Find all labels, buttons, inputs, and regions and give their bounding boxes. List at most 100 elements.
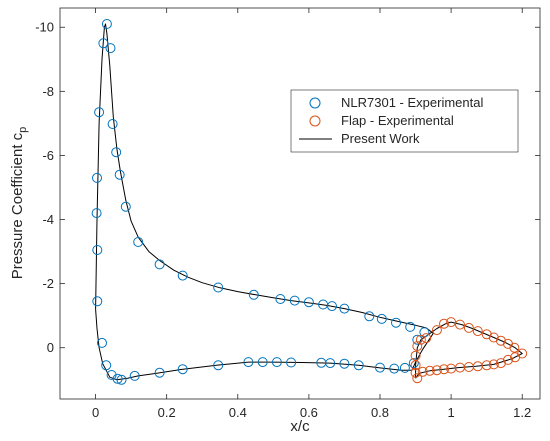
legend-marker-flap: [309, 115, 321, 127]
data-point-nlr7301-experimental: [91, 208, 102, 219]
data-point-nlr7301-experimental: [154, 259, 165, 270]
data-point-nlr7301-experimental: [101, 360, 112, 371]
data-point-nlr7301-experimental: [257, 357, 268, 368]
data-point-flap-experimental: [455, 319, 465, 330]
data-point-flap-experimental: [410, 360, 421, 371]
data-point-nlr7301-experimental: [129, 370, 140, 381]
x-tick-label: 0.4: [229, 405, 247, 420]
data-point-flap-experimental: [509, 342, 520, 353]
data-point-nlr7301-experimental: [105, 43, 116, 54]
data-point-flap-experimental: [412, 341, 423, 352]
data-point-flap-experimental: [488, 359, 499, 370]
data-point-nlr7301-experimental: [114, 169, 125, 180]
y-axis-label: Pressure Coefficient cp: [9, 127, 29, 280]
data-point-nlr7301-experimental: [391, 317, 401, 328]
data-point-nlr7301-experimental: [286, 357, 297, 368]
x-axis-label: x/c: [290, 418, 310, 435]
y-tick-label: -10: [35, 20, 54, 35]
data-point-flap-experimental: [439, 364, 449, 375]
data-point-flap-experimental: [495, 358, 506, 369]
data-point-nlr7301-experimental: [98, 38, 109, 49]
plot-area: [59, 7, 541, 400]
data-point-flap-experimental: [510, 352, 521, 363]
data-point-flap-experimental: [488, 332, 499, 343]
data-point-flap-experimental: [417, 366, 428, 377]
data-point-nlr7301-experimental: [325, 358, 336, 369]
data-point-nlr7301-experimental: [154, 367, 165, 378]
x-tick-label: 0.8: [371, 405, 389, 420]
data-point-nlr7301-experimental: [405, 321, 416, 332]
y-tick-label: -6: [42, 148, 54, 163]
data-point-nlr7301-experimental: [243, 357, 254, 368]
y-axis-label-subscript: p: [17, 127, 29, 133]
legend-label-present-work: Present Work: [341, 131, 420, 146]
data-point-nlr7301-experimental: [408, 358, 419, 369]
data-point-nlr7301-experimental: [92, 172, 102, 183]
data-point-flap-experimental: [481, 329, 492, 340]
data-point-flap-experimental: [431, 325, 442, 336]
data-point-nlr7301-experimental: [177, 270, 188, 281]
x-tick-label: 0.6: [300, 405, 318, 420]
data-point-nlr7301-experimental: [248, 289, 259, 300]
data-point-nlr7301-experimental: [213, 360, 224, 371]
data-point-flap-experimental: [431, 365, 442, 376]
data-point-nlr7301-experimental: [375, 362, 385, 373]
data-point-nlr7301-experimental: [112, 373, 123, 384]
data-point-nlr7301-experimental: [106, 370, 117, 380]
x-tick-label: 1: [447, 405, 454, 420]
legend: NLR7301 - Experimental Flap - Experiment…: [290, 89, 519, 153]
x-tick-label: 0.2: [158, 405, 176, 420]
data-point-flap-experimental: [415, 334, 426, 345]
data-point-nlr7301-experimental: [271, 357, 282, 368]
data-point-nlr7301-experimental: [92, 296, 103, 307]
data-point-nlr7301-experimental: [111, 147, 122, 158]
x-axis-ticks: 0 0.2 0.4 0.6 0.8 1 1.2: [92, 8, 531, 420]
x-tick-label: 0: [92, 405, 99, 420]
data-point-nlr7301-experimental: [399, 362, 410, 373]
data-point-flap-experimental: [439, 318, 449, 329]
data-point-nlr7301-experimental: [289, 295, 300, 306]
data-point-flap-experimental: [421, 333, 432, 344]
data-point-nlr7301-experimental: [389, 363, 400, 374]
y-tick-label: -2: [42, 276, 54, 291]
y-axis-ticks: -10 -8 -6 -4 -2 0: [35, 20, 540, 355]
data-point-flap-experimental: [424, 365, 435, 376]
data-point-nlr7301-experimental: [327, 301, 337, 312]
data-point-flap-experimental: [503, 354, 513, 365]
data-point-nlr7301-experimental: [101, 19, 112, 29]
legend-label-flap: Flap - Experimental: [341, 113, 454, 128]
data-point-nlr7301-experimental: [107, 119, 118, 129]
legend-box: [290, 89, 519, 153]
data-point-flap-experimental: [446, 363, 457, 374]
y-tick-label: -8: [42, 84, 54, 99]
data-point-flap-experimental: [495, 335, 506, 346]
y-tick-label: 0: [47, 340, 54, 355]
data-point-flap-experimental: [472, 326, 483, 337]
data-point-nlr7301-experimental: [97, 337, 107, 348]
data-point-nlr7301-experimental: [339, 358, 350, 369]
data-point-nlr7301-experimental: [303, 297, 314, 308]
data-point-nlr7301-experimental: [275, 294, 286, 304]
x-tick-label: 1.2: [513, 405, 531, 420]
data-point-nlr7301-experimental: [177, 364, 188, 375]
y-axis-label-main: Pressure Coefficient c: [9, 132, 26, 279]
data-point-nlr7301-experimental: [353, 360, 364, 371]
data-point-nlr7301-experimental: [120, 201, 131, 212]
data-point-nlr7301-experimental: [376, 313, 387, 324]
data-point-nlr7301-experimental: [339, 303, 350, 314]
series-line-present-work: [95, 23, 434, 381]
data-point-nlr7301-experimental: [133, 237, 144, 247]
data-point-nlr7301-experimental: [92, 245, 103, 255]
data-point-nlr7301-experimental: [213, 282, 224, 293]
legend-label-nlr7301: NLR7301 - Experimental: [341, 95, 483, 110]
data-point-flap-experimental: [410, 350, 421, 361]
data-point-flap-experimental: [410, 367, 421, 378]
data-point-nlr7301-experimental: [116, 374, 127, 385]
data-point-flap-experimental: [463, 322, 474, 333]
series-layer: [91, 19, 528, 385]
y-tick-label: -4: [42, 212, 54, 227]
data-point-flap-experimental: [446, 317, 457, 328]
data-point-nlr7301-experimental: [94, 107, 105, 118]
data-point-nlr7301-experimental: [364, 311, 375, 322]
